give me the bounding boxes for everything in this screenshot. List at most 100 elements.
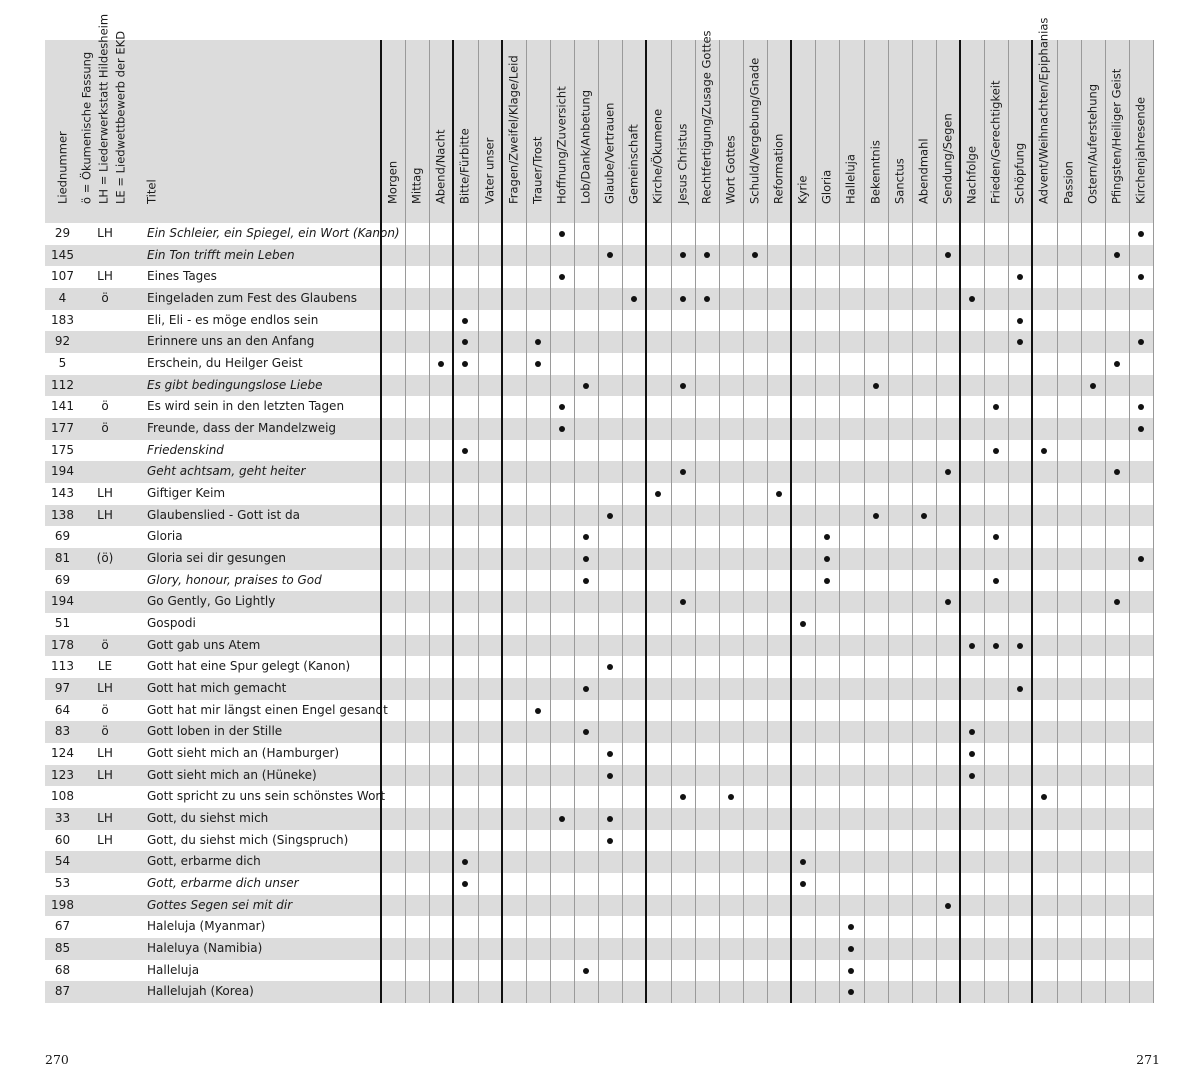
song-title: Ein Schleier, ein Spiegel, ein Wort (Kan… — [147, 226, 400, 240]
song-title: Glaubenslied - Gott ist da — [147, 507, 301, 522]
song-source: ö — [101, 702, 109, 717]
column-divider — [549, 40, 551, 1003]
header-topic: Jesus Christus — [671, 40, 695, 223]
song-number: 92 — [54, 334, 71, 349]
topic-dot — [993, 404, 1000, 411]
topic-label: Gloria — [819, 169, 834, 204]
topic-dot — [679, 252, 686, 259]
song-source: LH — [97, 746, 113, 761]
topic-label: Kirchenjahresende — [1133, 97, 1148, 204]
song-title: Gott, erbarme dich unser — [147, 876, 299, 891]
song-title: Eli, Eli - es möge endlos sein — [147, 312, 319, 327]
table-row: 108 Gott spricht zu uns sein schönstes Wo… — [45, 786, 1153, 808]
topic-dot — [655, 490, 662, 497]
topic-label: Halleluja — [843, 154, 858, 204]
column-divider — [429, 40, 431, 1003]
topic-label: Bitte/Fürbitte — [457, 128, 472, 204]
topic-dot — [607, 512, 614, 519]
topic-dot — [1089, 382, 1096, 389]
header-topic: Ostern/Auferstehung — [1081, 40, 1105, 223]
topic-dot — [1137, 339, 1144, 346]
topic-dot — [607, 252, 614, 259]
song-number: 69 — [54, 572, 71, 587]
table-row: 60 LH Gott, du siehst mich (Singspruch) — [45, 830, 1153, 852]
topic-dot — [944, 599, 951, 606]
topic-dot — [583, 534, 590, 541]
song-title: Erinnere uns an den Anfang — [147, 334, 315, 349]
column-divider — [694, 40, 696, 1003]
topic-dot — [462, 447, 469, 454]
column-divider — [1153, 40, 1154, 1003]
song-number: 145 — [51, 247, 74, 262]
topic-dot — [462, 859, 469, 866]
header-topic: Bekenntnis — [864, 40, 888, 223]
topic-dot — [776, 490, 783, 497]
column-divider — [790, 40, 793, 1003]
song-title: Haleluja (Myanmar) — [147, 919, 266, 934]
song-source — [80, 440, 130, 462]
song-title: Gott hat mich gemacht — [147, 681, 287, 696]
table-row: 141 ö Es wird sein in den letzten Tagen — [45, 396, 1153, 418]
table-row: 51 Gospodi — [45, 613, 1153, 635]
song-number: 178 — [51, 637, 74, 652]
legend-oekumenisch: ö = Ökumenische Fassung — [79, 51, 94, 204]
header-topic: Bitte/Fürbitte — [453, 40, 477, 223]
topic-dot — [607, 815, 614, 822]
song-title: Haleluya (Namibia) — [147, 941, 263, 956]
song-number: 141 — [51, 399, 74, 414]
header-topic: Glaube/Vertrauen — [598, 40, 622, 223]
topic-dot — [848, 924, 855, 931]
song-number: 81 — [54, 551, 71, 566]
column-divider — [863, 40, 865, 1003]
song-number: 51 — [54, 616, 71, 631]
header-topic: Kirche/Ökumene — [646, 40, 670, 223]
topic-dot — [848, 989, 855, 996]
topic-dot — [438, 360, 445, 367]
topic-dot — [920, 512, 927, 519]
song-source: LH — [97, 507, 113, 522]
column-divider — [525, 40, 527, 1003]
song-source: LH — [97, 269, 113, 284]
song-title: Es gibt bedingungslose Liebe — [147, 377, 323, 392]
topic-label: Rechtfertigung/Zusage Gottes — [699, 30, 714, 204]
topic-label: Wort Gottes — [723, 135, 738, 204]
topic-dot — [824, 577, 831, 584]
song-title: Gloria sei dir gesungen — [147, 551, 286, 566]
topic-dot — [944, 469, 951, 476]
song-number: 175 — [51, 442, 74, 457]
topic-label: Lob/Dank/Anbetung — [578, 89, 593, 204]
song-number: 5 — [58, 356, 67, 371]
header-topic: Wort Gottes — [719, 40, 743, 223]
topic-dot — [583, 729, 590, 736]
header-topic: Morgen — [381, 40, 405, 223]
column-divider — [1128, 40, 1130, 1003]
column-divider — [670, 40, 672, 1003]
topic-dot — [1137, 555, 1144, 562]
header-topic: Fragen/Zweifel/Klage/Leid — [502, 40, 526, 223]
song-title: Gott hat mir längst einen Engel gesandt — [147, 702, 388, 717]
song-number: 69 — [54, 529, 71, 544]
topic-dot — [462, 339, 469, 346]
topic-dot — [558, 815, 565, 822]
song-title: Freunde, dass der Mandelzweig — [147, 421, 337, 436]
column-divider — [622, 40, 624, 1003]
topic-dot — [848, 967, 855, 974]
song-source — [80, 245, 130, 267]
song-source: LH — [97, 226, 113, 240]
topic-label: Sanctus — [892, 158, 907, 204]
topic-dot — [631, 295, 638, 302]
column-divider — [911, 40, 913, 1003]
column-divider — [500, 40, 503, 1003]
topic-dot — [558, 274, 565, 281]
header-label: Titel — [144, 179, 159, 204]
header-topic: Frieden/Gerechtigkeit — [984, 40, 1008, 223]
topic-label: Glaube/Vertrauen — [602, 102, 617, 204]
song-source — [80, 916, 130, 938]
song-source: (ö) — [96, 551, 114, 566]
song-title: Es wird sein in den letzten Tagen — [147, 399, 345, 414]
table-row: 67 Haleluja (Myanmar) — [45, 916, 1153, 938]
table-row: 64 ö Gott hat mir längst einen Engel gesan… — [45, 700, 1153, 722]
header-topic: Advent/Weihnachten/Epiphanias — [1032, 18, 1056, 223]
topic-dot — [607, 664, 614, 671]
topic-dot — [969, 750, 976, 757]
